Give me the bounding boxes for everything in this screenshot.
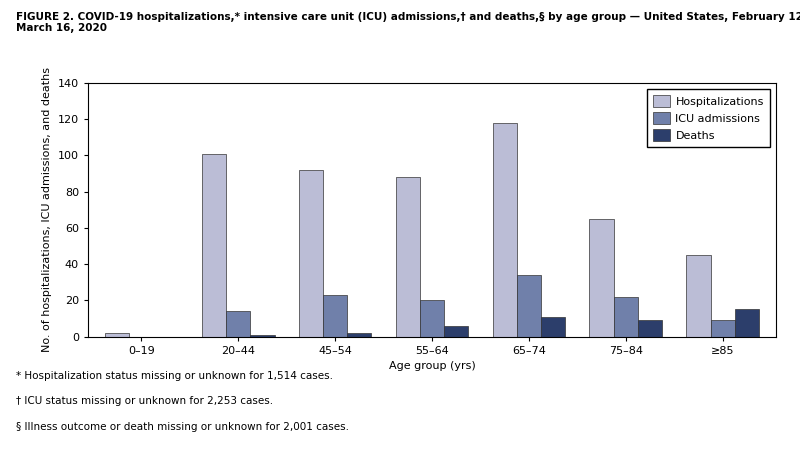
- Bar: [590, 219, 614, 337]
- Legend: Hospitalizations, ICU admissions, Deaths: Hospitalizations, ICU admissions, Deaths: [646, 89, 770, 148]
- Bar: [710, 320, 735, 337]
- Bar: [105, 333, 129, 337]
- Bar: [226, 311, 250, 337]
- Bar: [541, 317, 566, 337]
- Y-axis label: No. of hospitalizations, ICU admissions, and deaths: No. of hospitalizations, ICU admissions,…: [42, 67, 52, 352]
- Text: † ICU status missing or unknown for 2,253 cases.: † ICU status missing or unknown for 2,25…: [16, 396, 273, 407]
- Bar: [323, 295, 347, 337]
- Bar: [444, 325, 468, 337]
- X-axis label: Age group (yrs): Age group (yrs): [389, 361, 475, 371]
- Bar: [493, 123, 517, 337]
- Bar: [614, 297, 638, 337]
- Bar: [396, 177, 420, 337]
- Bar: [250, 335, 274, 337]
- Bar: [735, 309, 759, 337]
- Bar: [638, 320, 662, 337]
- Bar: [420, 300, 444, 337]
- Bar: [686, 255, 710, 337]
- Text: * Hospitalization status missing or unknown for 1,514 cases.: * Hospitalization status missing or unkn…: [16, 371, 333, 381]
- Text: FIGURE 2. COVID-19 hospitalizations,* intensive care unit (ICU) admissions,† and: FIGURE 2. COVID-19 hospitalizations,* in…: [16, 12, 800, 33]
- Bar: [347, 333, 371, 337]
- Bar: [202, 154, 226, 337]
- Bar: [517, 275, 541, 337]
- Bar: [298, 170, 323, 337]
- Text: § Illness outcome or death missing or unknown for 2,001 cases.: § Illness outcome or death missing or un…: [16, 422, 349, 432]
